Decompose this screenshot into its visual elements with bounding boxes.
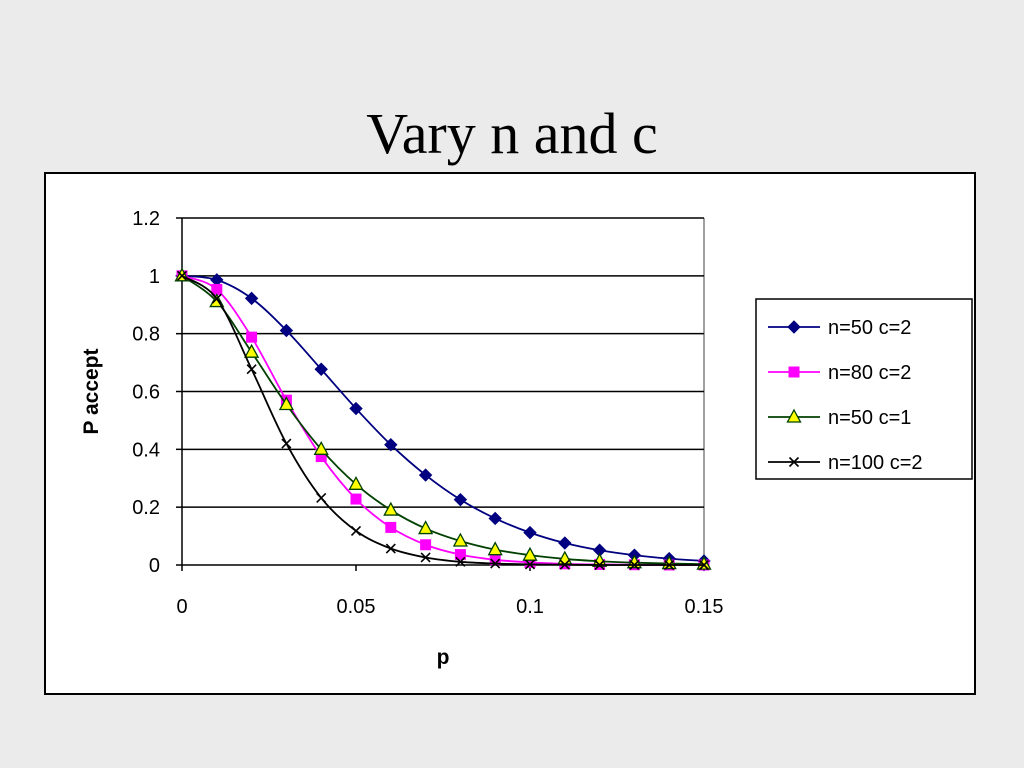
data-point (211, 293, 222, 304)
axes (176, 217, 705, 571)
data-point (246, 364, 257, 375)
data-point (244, 291, 259, 306)
data-point (420, 539, 432, 551)
grid-lines (182, 217, 705, 565)
data-point (246, 331, 258, 343)
data-point (350, 493, 362, 505)
data-point (522, 546, 538, 561)
data-point (524, 559, 536, 570)
x-tick-label: 0.15 (685, 596, 724, 618)
series-2 (176, 270, 710, 571)
legend-item: n=50 c=1 (768, 407, 911, 429)
data-point (559, 559, 570, 570)
y-tick-label: 0.4 (132, 439, 160, 461)
series-1 (175, 269, 711, 568)
data-point (348, 475, 364, 490)
data-point (278, 396, 294, 411)
data-point (313, 440, 329, 455)
data-point (698, 559, 710, 571)
series-line (181, 274, 705, 562)
y-tick-label: 1 (149, 266, 160, 288)
series-line (181, 275, 705, 566)
slide-title: Vary n and c (366, 101, 658, 166)
series-4 (176, 270, 710, 571)
y-tick-label: 1.2 (132, 208, 160, 230)
data-point (418, 520, 434, 535)
legend-label: n=80 c=2 (828, 362, 911, 384)
x-tick-label: 0 (176, 596, 187, 618)
legend: n=50 c=2 n=80 c=2 n=50 c=1 n=100 c=2 (755, 298, 973, 480)
data-point (244, 343, 260, 358)
data-point (383, 501, 399, 516)
data-point (696, 555, 712, 570)
y-axis-label: P accept (80, 348, 103, 434)
data-point (487, 541, 503, 556)
data-point (488, 511, 502, 526)
data-point (453, 492, 468, 507)
data-point (349, 401, 363, 416)
series-layer (174, 267, 712, 571)
legend-marker (788, 366, 800, 378)
series-line (181, 274, 705, 566)
data-point (558, 536, 572, 550)
series-3 (174, 267, 712, 570)
y-tick-label: 0.2 (132, 497, 160, 519)
data-point (523, 525, 537, 540)
series-line (181, 275, 704, 566)
data-point (629, 559, 640, 571)
y-tick-label: 0.6 (132, 382, 160, 404)
data-point (385, 543, 396, 554)
data-point (594, 559, 605, 571)
y-tick-label: 0 (149, 555, 160, 577)
data-point (281, 438, 292, 449)
legend-item: n=100 c=2 (768, 452, 923, 474)
data-point (664, 559, 675, 571)
data-point (176, 270, 188, 281)
data-point (314, 362, 328, 376)
data-point (316, 492, 327, 503)
legend-marker (786, 408, 802, 423)
data-point (350, 525, 362, 536)
data-point (384, 437, 398, 452)
data-point (211, 283, 223, 295)
data-point (418, 468, 433, 482)
data-point (385, 521, 397, 533)
chart-frame: 0 0.2 0.4 0.6 0.8 1 1.2 0 0.05 0.1 0.15 p P accept… (44, 172, 976, 695)
data-point (454, 549, 466, 561)
data-point (279, 323, 294, 338)
legend-item: n=80 c=2 (768, 362, 911, 384)
legend-label: n=50 c=1 (828, 407, 911, 429)
legend-marker (788, 456, 800, 468)
tick-labels: 0 0.2 0.4 0.6 0.8 1 1.2 0 0.05 0.1 0.15 (132, 208, 723, 618)
data-point (455, 556, 466, 567)
legend-item: n=50 c=2 (768, 317, 911, 339)
data-point (420, 552, 431, 563)
x-axis-label: p (437, 646, 450, 669)
legend-label: n=50 c=2 (828, 317, 911, 339)
data-point (452, 532, 468, 547)
x-tick-label: 0.05 (337, 596, 376, 618)
legend-marker (787, 320, 801, 334)
line-chart: 0 0.2 0.4 0.6 0.8 1 1.2 0 0.05 0.1 0.15 p P accept… (80, 208, 973, 669)
data-point (592, 552, 608, 567)
y-tick-label: 0.8 (132, 324, 160, 346)
legend-label: n=100 c=2 (828, 452, 923, 474)
x-tick-label: 0.1 (516, 596, 544, 618)
data-point (490, 558, 501, 569)
